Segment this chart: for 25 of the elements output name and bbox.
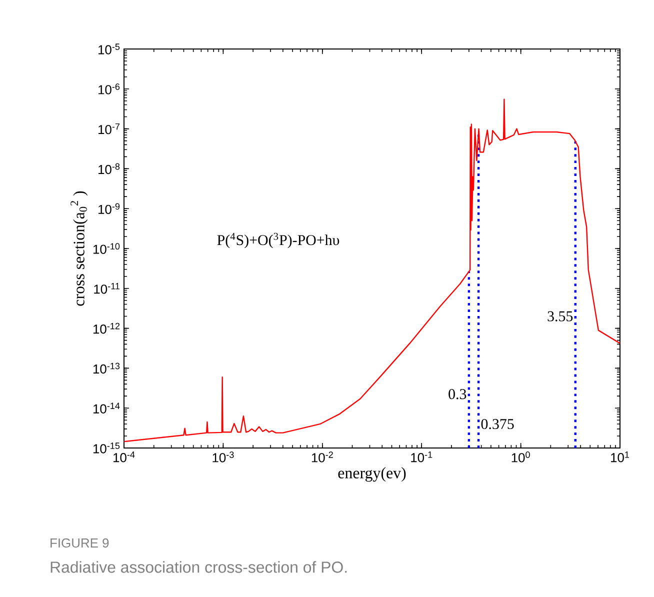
y-tick-label: 10$^{-14}$ <box>93 402 120 414</box>
x-tick-label: 10$^{0}$ <box>512 452 530 462</box>
x-tick-label: 10$^{-4}$ <box>114 452 135 462</box>
y-tick-label: 10$^{-9}$ <box>98 203 120 214</box>
y-tick-label: 10$^{-15}$ <box>93 442 120 454</box>
x-axis-title: energy(ev) <box>338 467 406 482</box>
y-tick-label: 10$^{-12}$ <box>93 322 120 334</box>
x-tick-label: 10$^{-3}$ <box>212 452 234 462</box>
x-tick-label: 10$^{1}$ <box>611 452 630 462</box>
text: FIGURE 9 <box>50 538 109 548</box>
text: Radiative association cross-section of PO. <box>50 561 347 573</box>
y-tick-label: 10$^{-8}$ <box>98 163 120 174</box>
ref-line-label: 0.3 <box>448 389 466 400</box>
y-axis-title: cross section(a$_{0}$$^{2}$ ) <box>70 191 88 306</box>
y-tick-label: 10$^{-5}$ <box>98 44 120 54</box>
x-tick-label: 10$^{-1}$ <box>411 452 432 462</box>
y-tick-label: 10$^{-10}$ <box>93 243 120 254</box>
y-tick-label: 10$^{-7}$ <box>98 123 120 134</box>
y-tick-label: 10$^{-11}$ <box>94 283 120 294</box>
x-tick-label: 10$^{-2}$ <box>312 452 333 462</box>
y-tick-label: 10$^{-13}$ <box>93 362 120 374</box>
ref-line-label: 0.375 <box>481 418 514 430</box>
y-tick-label: 10$^{-6}$ <box>98 83 120 94</box>
annotation: P($^{4}$S)+O($^{3}$P)-PO+hυ <box>217 232 340 248</box>
ref-line-label: 3.55 <box>548 311 573 322</box>
